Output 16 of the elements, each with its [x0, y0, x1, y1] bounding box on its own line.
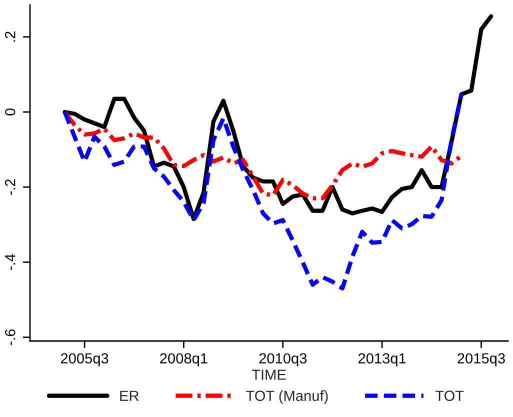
x-tick-label: 2008q1	[160, 353, 208, 366]
y-tick-label: .2	[4, 32, 16, 42]
y-tick-label: -.6	[4, 329, 16, 346]
x-axis-title: TIME	[252, 370, 286, 380]
line-series	[62, 92, 464, 291]
legend-label: TOT (Manuf)	[246, 390, 328, 404]
y-tick-label: -.2	[4, 179, 16, 195]
x-tick-label: 2015q3	[458, 353, 505, 366]
line-series	[62, 110, 464, 200]
legend-label: ER	[120, 390, 139, 401]
x-tick-label: 2010q3	[259, 353, 307, 366]
y-tick-label: -.4	[5, 254, 16, 270]
x-tick-label: 2013q1	[358, 353, 406, 366]
legend-label: TOT	[435, 390, 464, 401]
x-tick-label: 2005q3	[60, 353, 108, 366]
y-tick-label: 0	[4, 108, 16, 116]
